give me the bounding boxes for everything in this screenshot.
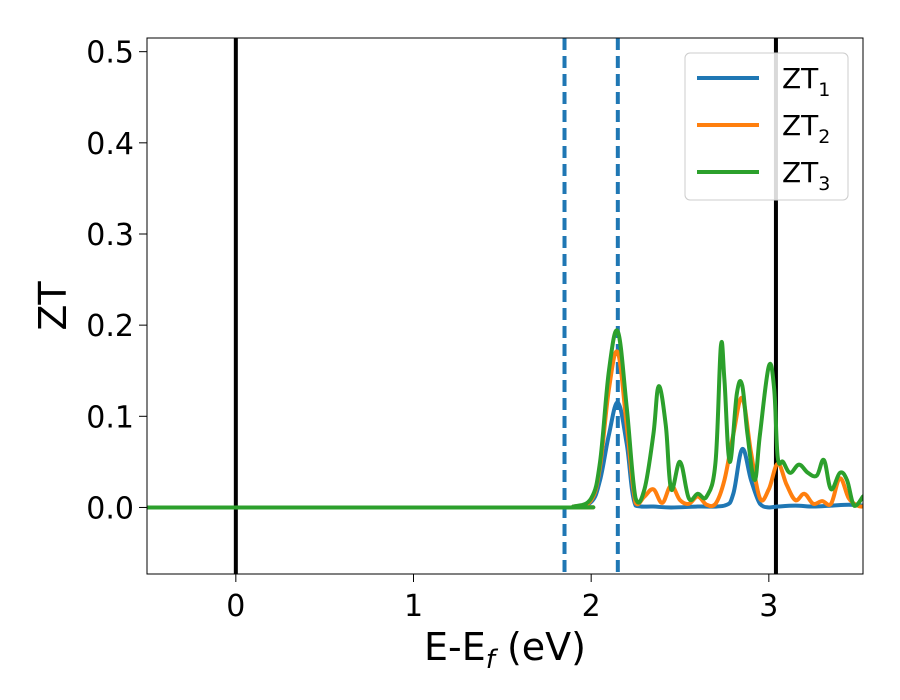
- series-lines: [147, 328, 863, 510]
- y-axis-label: ZT: [31, 281, 75, 331]
- legend-label-zt2: ZT2: [782, 109, 830, 148]
- series-line-zt2: [147, 349, 863, 510]
- y-tick-label: 0.3: [86, 218, 134, 253]
- series-line-zt3: [147, 328, 863, 510]
- y-tick-label: 0.5: [86, 36, 134, 71]
- y-tick-label: 0.2: [86, 309, 134, 344]
- y-tick-label: 0.4: [86, 127, 134, 162]
- x-tick-label: 3: [759, 589, 778, 624]
- plot-frame: [146, 37, 864, 575]
- legend-label-zt1: ZT1: [782, 62, 830, 101]
- x-tick-label: 0: [226, 589, 245, 624]
- legend: ZT1 ZT2 ZT3: [684, 52, 849, 201]
- x-tick-label: 2: [582, 589, 601, 624]
- y-axis-ticks: 0.0 0.1 0.2 0.3 0.4 0.5: [86, 36, 147, 526]
- legend-label-zt3: ZT3: [782, 156, 830, 195]
- y-tick-label: 0.0: [86, 491, 134, 526]
- y-tick-label: 0.1: [86, 400, 134, 435]
- legend-box: [684, 52, 849, 201]
- x-axis-ticks: 0 1 2 3: [226, 574, 778, 624]
- x-axis-label: E-Ef (eV): [424, 625, 586, 675]
- x-axis-label-main: E-E: [424, 625, 486, 669]
- x-axis-label-tail: (eV): [495, 625, 586, 669]
- series-line-zt1: [147, 400, 863, 510]
- x-tick-label: 1: [404, 589, 423, 624]
